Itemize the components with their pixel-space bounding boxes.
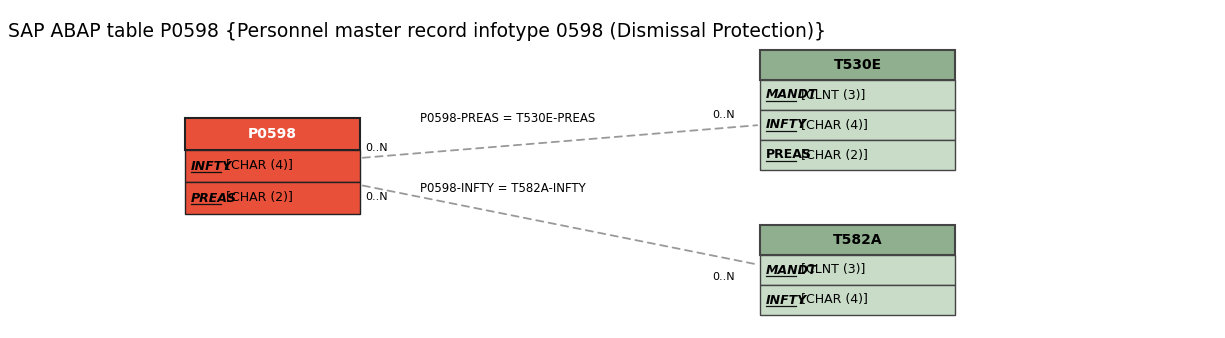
- Text: INFTY: INFTY: [191, 160, 232, 172]
- Text: 0..N: 0..N: [365, 143, 387, 153]
- Text: P0598: P0598: [247, 127, 296, 141]
- FancyBboxPatch shape: [760, 110, 956, 140]
- FancyBboxPatch shape: [760, 285, 956, 315]
- Text: INFTY: INFTY: [766, 119, 807, 131]
- FancyBboxPatch shape: [185, 182, 360, 214]
- Text: T530E: T530E: [833, 58, 882, 72]
- Text: [CHAR (4)]: [CHAR (4)]: [797, 119, 867, 131]
- Text: P0598-INFTY = T582A-INFTY: P0598-INFTY = T582A-INFTY: [420, 182, 586, 194]
- Text: [CLNT (3)]: [CLNT (3)]: [797, 264, 865, 276]
- Text: [CLNT (3)]: [CLNT (3)]: [797, 89, 865, 101]
- FancyBboxPatch shape: [760, 225, 956, 255]
- FancyBboxPatch shape: [185, 150, 360, 182]
- Text: 0..N: 0..N: [712, 272, 735, 282]
- FancyBboxPatch shape: [760, 80, 956, 110]
- Text: PREAS: PREAS: [191, 192, 236, 204]
- Text: 0..N: 0..N: [712, 110, 735, 120]
- Text: [CHAR (2)]: [CHAR (2)]: [797, 148, 867, 162]
- Text: INFTY: INFTY: [766, 293, 807, 307]
- Text: MANDT: MANDT: [766, 89, 817, 101]
- Text: 0..N: 0..N: [365, 192, 387, 202]
- FancyBboxPatch shape: [760, 140, 956, 170]
- Text: [CHAR (4)]: [CHAR (4)]: [797, 293, 867, 307]
- Text: [CHAR (4)]: [CHAR (4)]: [222, 160, 293, 172]
- Text: MANDT: MANDT: [766, 264, 817, 276]
- FancyBboxPatch shape: [760, 255, 956, 285]
- Text: T582A: T582A: [833, 233, 882, 247]
- Text: PREAS: PREAS: [766, 148, 812, 162]
- Text: [CHAR (2)]: [CHAR (2)]: [222, 192, 293, 204]
- Text: P0598-PREAS = T530E-PREAS: P0598-PREAS = T530E-PREAS: [420, 112, 595, 124]
- Text: SAP ABAP table P0598 {Personnel master record infotype 0598 (Dismissal Protectio: SAP ABAP table P0598 {Personnel master r…: [9, 22, 826, 41]
- FancyBboxPatch shape: [185, 118, 360, 150]
- FancyBboxPatch shape: [760, 50, 956, 80]
